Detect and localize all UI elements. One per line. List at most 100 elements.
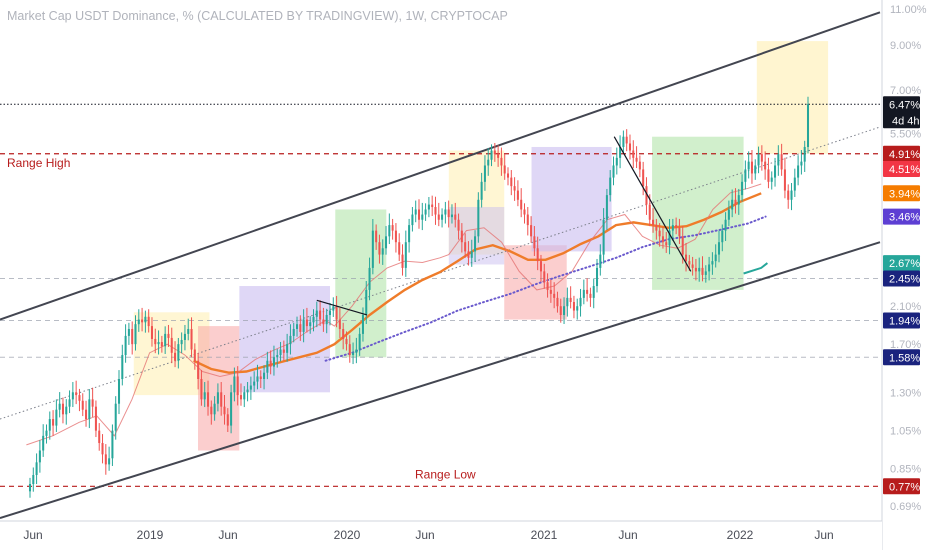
candle-body — [434, 207, 437, 215]
candle-body — [632, 150, 635, 158]
candle-body — [154, 338, 157, 345]
price-tick-label: 11.00% — [890, 4, 927, 16]
candle-body — [75, 392, 78, 396]
candle-body — [141, 319, 144, 323]
candle-body — [800, 161, 803, 166]
trendline — [613, 136, 692, 272]
candle-body — [365, 289, 368, 315]
candle-body — [299, 324, 302, 332]
candle-body — [45, 430, 48, 436]
trendline — [316, 299, 368, 316]
candle-body — [431, 204, 434, 208]
candle-body — [203, 392, 206, 400]
candle-body — [708, 264, 711, 272]
candle-body — [65, 406, 68, 415]
candle-body — [210, 406, 213, 415]
time-axis-bg — [0, 521, 882, 550]
time-tick-label: 2021 — [531, 528, 558, 542]
candle-body — [741, 181, 744, 196]
candle-body — [572, 302, 575, 311]
candle-body — [497, 154, 500, 158]
time-axis[interactable]: Jun 2019 Jun 2020 Jun 2021 Jun 2022 Jun — [0, 520, 882, 550]
candle-body — [282, 349, 285, 353]
candle-body — [474, 236, 477, 252]
candle-body — [91, 399, 94, 407]
candle-body — [332, 306, 335, 311]
candle-body — [94, 406, 97, 431]
candle-body — [477, 199, 480, 237]
candle-body — [444, 209, 447, 215]
candle-body — [286, 344, 289, 353]
candle-body — [622, 136, 625, 147]
candle-body — [157, 342, 160, 345]
candle-body — [714, 254, 717, 262]
candle-body — [500, 157, 503, 166]
candle-body — [319, 310, 322, 320]
candle-body — [246, 389, 249, 393]
candle-body — [668, 230, 671, 246]
candle-body — [530, 225, 533, 237]
chart-title: Market Cap USDT Dominance, % (CALCULATED… — [7, 9, 508, 23]
candle-body — [371, 230, 374, 268]
candle-body — [253, 381, 256, 386]
candle-body — [200, 379, 203, 400]
candle-body — [160, 342, 163, 347]
candle-body — [576, 306, 579, 311]
candle-body — [556, 297, 559, 307]
candle-body — [325, 314, 328, 325]
candle-body — [127, 328, 130, 336]
price-badge — [883, 349, 920, 366]
candle-body — [236, 376, 239, 396]
price-badge — [883, 161, 920, 178]
price-badge-label: 4.51% — [889, 164, 920, 176]
candle-body — [385, 236, 388, 249]
candle-body — [635, 157, 638, 162]
candle-body — [226, 414, 229, 426]
candle-body — [605, 195, 608, 220]
candle-body — [276, 355, 279, 358]
candle-body — [38, 450, 41, 463]
candle-body — [513, 186, 516, 191]
channel-upper-line — [0, 11, 881, 321]
candle-body — [797, 165, 800, 178]
candle-body — [355, 349, 358, 353]
candle-body — [806, 104, 810, 147]
candle-body — [150, 326, 153, 339]
candle-body — [378, 242, 381, 255]
levels-layer — [0, 103, 880, 487]
time-tick-label: Jun — [218, 528, 237, 542]
candle-body — [131, 328, 134, 345]
candle-body — [398, 242, 401, 255]
candle-body — [220, 392, 223, 407]
candle-body — [793, 177, 796, 191]
candle-body — [68, 399, 71, 407]
candle-body — [338, 319, 341, 329]
candle-body — [523, 209, 526, 215]
candle-body — [790, 190, 793, 200]
price-tick-label: 1.30% — [890, 387, 921, 399]
price-axis[interactable]: 11.00% 9.00% 7.00% 5.50% 2.10% 1.70% 1.30% 1.05… — [881, 0, 932, 550]
candle-body — [559, 306, 562, 315]
candle-body — [750, 161, 753, 174]
ma-dotted-line — [324, 215, 767, 362]
candle-body — [595, 267, 599, 287]
time-tick-label: Jun — [814, 528, 833, 542]
candle-body — [193, 349, 196, 361]
time-tick-label: 2019 — [137, 528, 164, 542]
candle-body — [447, 209, 450, 218]
candle-body — [117, 379, 121, 404]
candle-body — [724, 219, 727, 231]
candle-body — [539, 261, 542, 272]
candle-body — [388, 225, 391, 237]
candle-body — [638, 161, 641, 170]
candle-body — [401, 254, 404, 268]
candle-body — [368, 267, 371, 290]
candle-body — [167, 333, 170, 338]
candle-body — [464, 242, 467, 252]
candle-body — [450, 214, 453, 218]
candle-body — [187, 328, 190, 334]
candle-body — [533, 236, 536, 249]
candle-body — [681, 236, 684, 255]
annotations-layer: Range High Range Low — [7, 156, 476, 482]
